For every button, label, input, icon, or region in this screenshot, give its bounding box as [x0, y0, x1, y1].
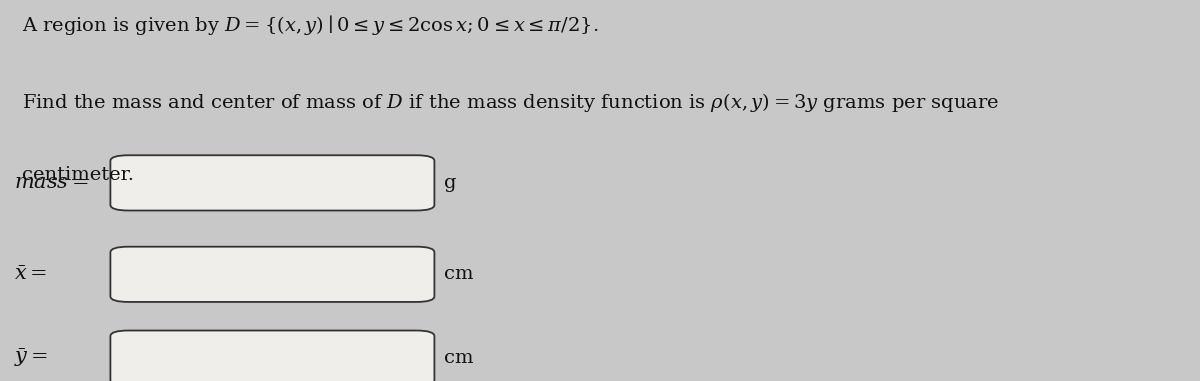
Text: $\bar{x} =$: $\bar{x} =$ — [14, 265, 48, 284]
Text: centimeter.: centimeter. — [22, 166, 133, 184]
Text: g: g — [444, 174, 456, 192]
Text: A region is given by $D = \{(x, y) \mid 0 \leq y \leq 2 \cos x; 0 \leq x \leq \p: A region is given by $D = \{(x, y) \mid … — [22, 13, 598, 37]
Text: cm: cm — [444, 349, 474, 367]
Text: Find the mass and center of mass of $D$ if the mass density function is $\rho(x,: Find the mass and center of mass of $D$ … — [22, 91, 998, 114]
FancyBboxPatch shape — [110, 330, 434, 381]
Text: cm: cm — [444, 265, 474, 283]
FancyBboxPatch shape — [110, 247, 434, 302]
Text: $mass =$: $mass =$ — [14, 173, 89, 192]
Text: $\bar{y} =$: $\bar{y} =$ — [14, 347, 48, 370]
FancyBboxPatch shape — [110, 155, 434, 210]
